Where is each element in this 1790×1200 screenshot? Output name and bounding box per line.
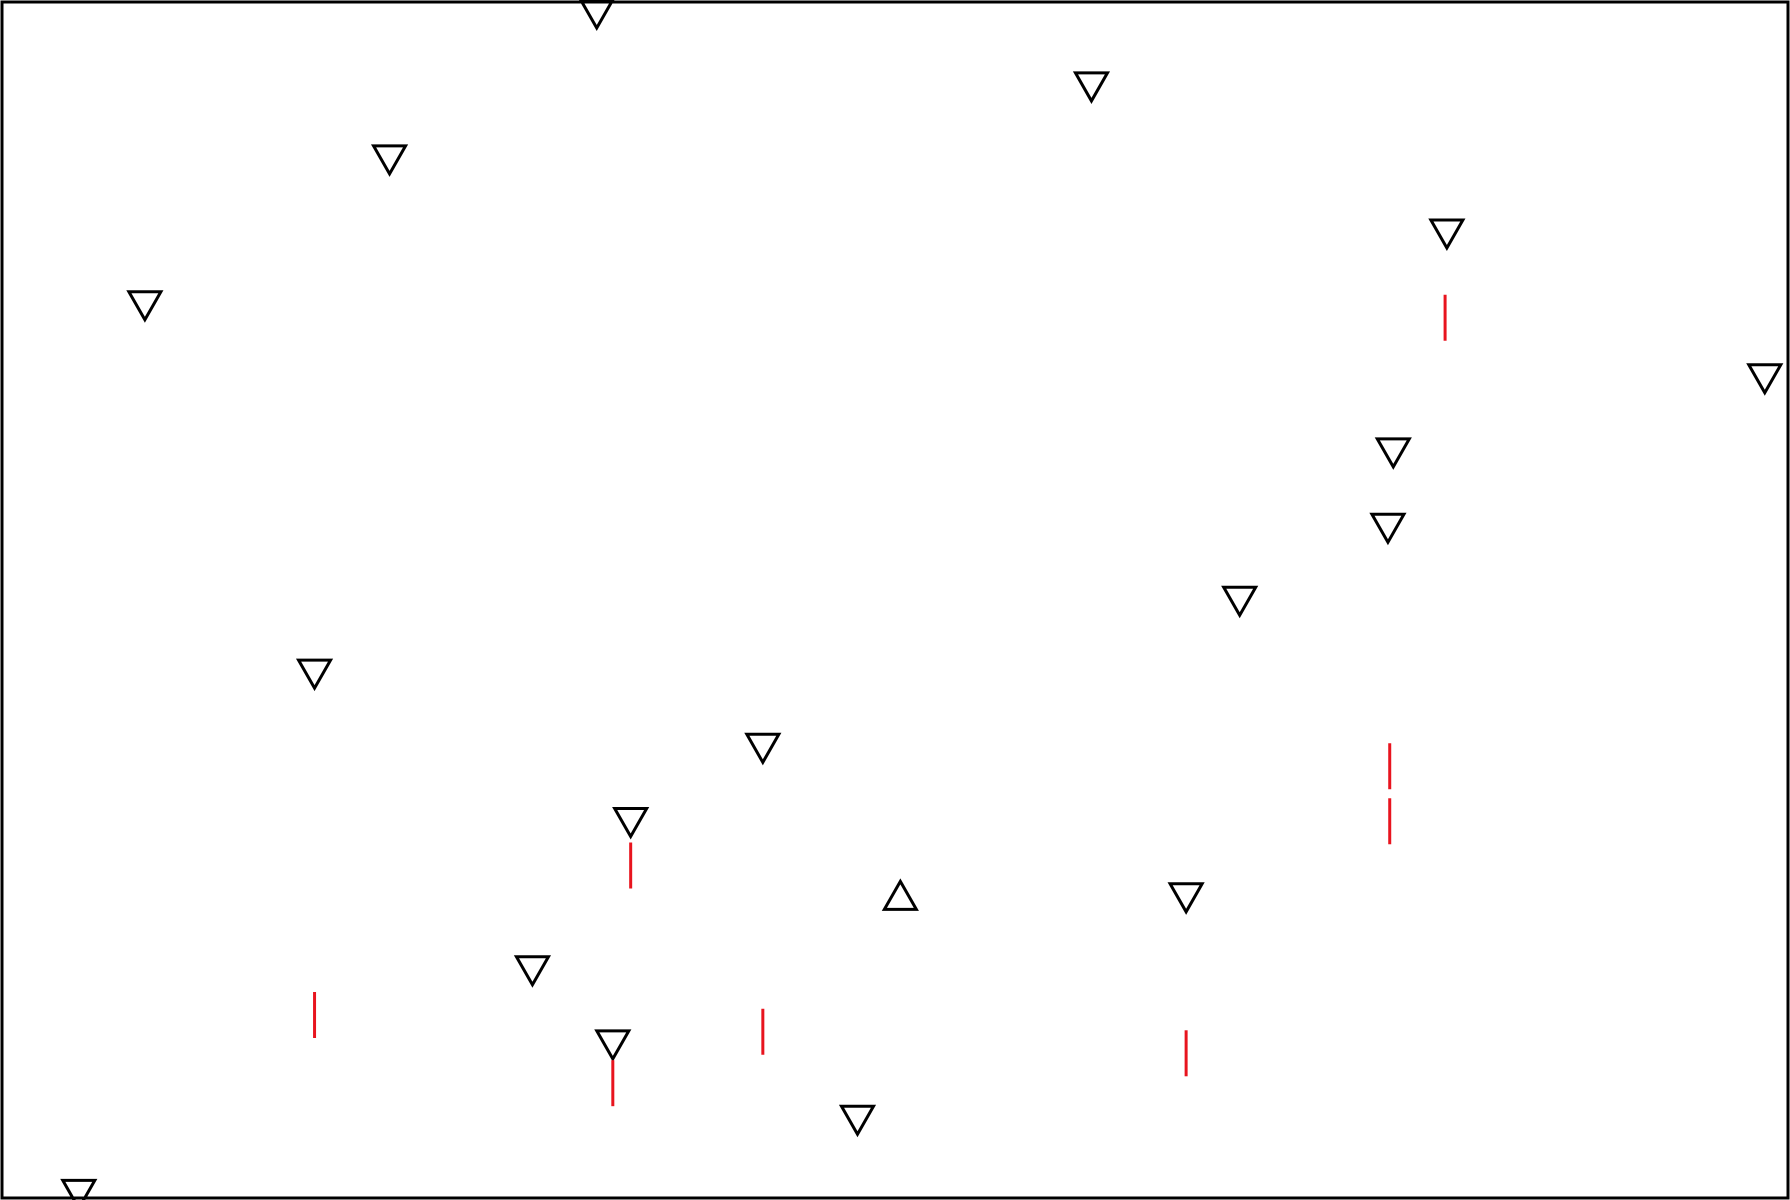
triangle-down-marker [126, 290, 164, 323]
triangle-up-marker [881, 878, 919, 911]
triangle-down-marker [612, 806, 650, 840]
triangle-down-marker [744, 732, 782, 766]
triangle-down-marker [60, 1178, 98, 1200]
triangle-down-marker [1167, 882, 1205, 915]
triangle-down-marker [838, 1104, 877, 1138]
triangle-down-marker [1221, 585, 1259, 619]
triangle-down-marker [579, 0, 615, 31]
triangle-down-marker [513, 955, 552, 988]
triangle-down-marker [370, 144, 409, 177]
triangle-down-marker [295, 658, 334, 692]
triangle-down-marker [1374, 437, 1412, 470]
plot-area [60, 0, 1784, 1200]
triangle-down-marker [1369, 512, 1407, 546]
triangle-down-marker [1428, 218, 1466, 252]
triangle-down-marker [1746, 363, 1784, 396]
triangle-down-marker [1072, 71, 1111, 104]
triangle-down-marker [594, 1029, 632, 1062]
